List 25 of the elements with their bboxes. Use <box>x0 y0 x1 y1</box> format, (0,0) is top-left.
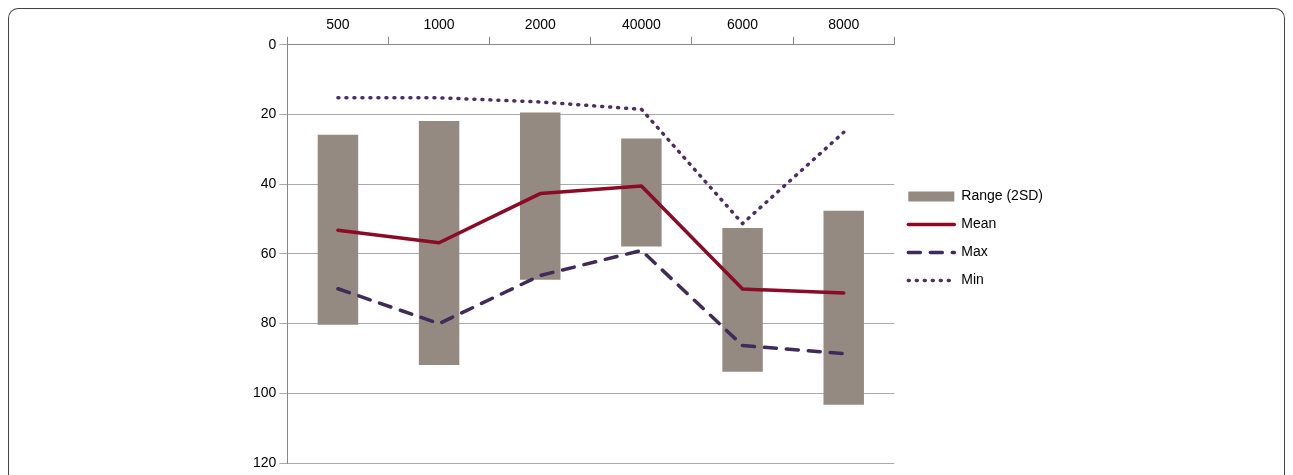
line-series <box>336 96 846 226</box>
legend-label: Max <box>961 243 988 260</box>
y-tick-label: 40 <box>260 175 277 192</box>
bar <box>823 210 864 405</box>
bar <box>418 121 460 366</box>
x-tick-label: 500 <box>326 16 350 33</box>
x-tick-label: 40000 <box>621 16 662 33</box>
legend-label: Min <box>961 271 984 288</box>
legend-label: Range (2SD) <box>961 187 1043 204</box>
x-tick-label: 1000 <box>423 16 455 33</box>
bar <box>722 228 763 372</box>
y-tick-label: 80 <box>260 314 277 331</box>
y-tick-label: 120 <box>253 453 277 470</box>
y-tick-label: 20 <box>260 105 277 122</box>
bar <box>621 138 662 247</box>
bar <box>317 134 359 325</box>
y-tick-label: 0 <box>268 35 277 52</box>
y-tick-label: 100 <box>253 384 277 401</box>
x-tick-label: 8000 <box>828 16 860 33</box>
x-tick-label: 2000 <box>524 16 557 33</box>
line-series <box>336 248 846 356</box>
x-tick-label: 6000 <box>726 16 759 33</box>
bar <box>520 112 561 280</box>
legend-label: Mean <box>961 215 997 232</box>
y-tick-label: 60 <box>260 244 277 261</box>
